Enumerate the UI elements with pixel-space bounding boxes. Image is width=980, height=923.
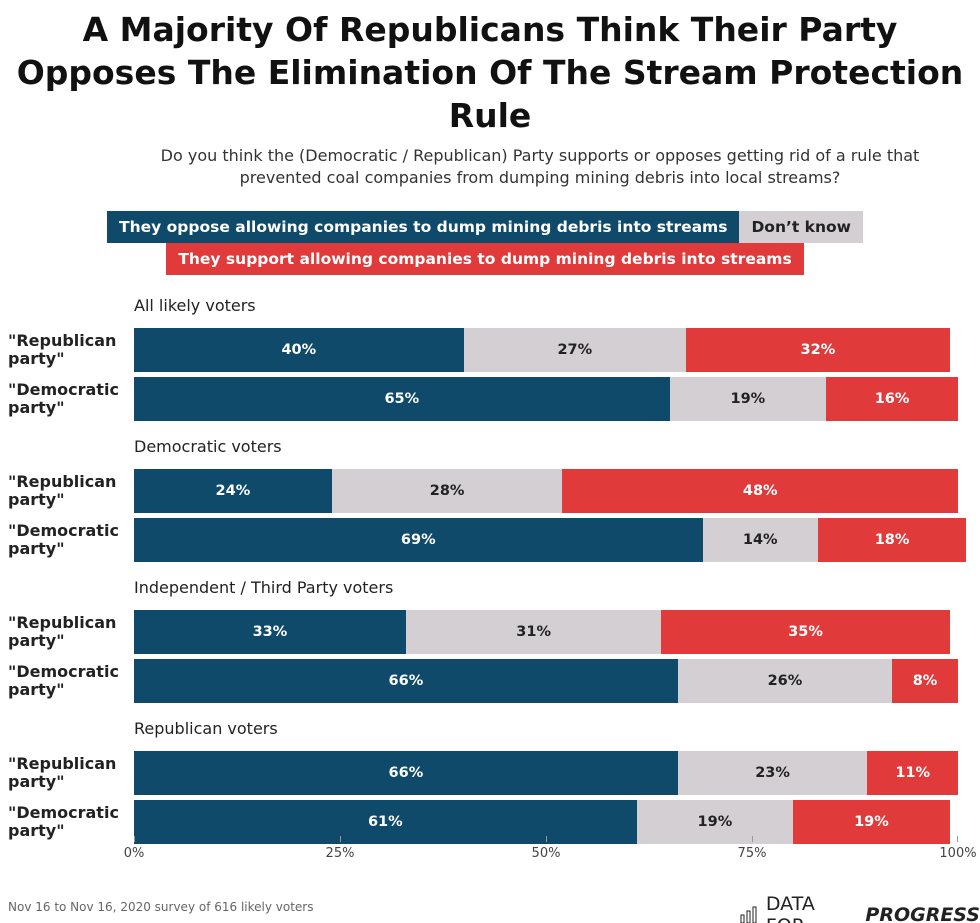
bar-segment: 28%	[331, 469, 563, 513]
legend-item: They oppose allowing companies to dump m…	[107, 211, 740, 243]
bar-segment: 69%	[134, 518, 703, 562]
value-label: 31%	[516, 624, 551, 640]
value-label: 33%	[252, 624, 288, 640]
x-tick-label: 50%	[531, 846, 561, 861]
bar-segment: 19%	[636, 800, 794, 844]
value-label: 11%	[895, 765, 931, 781]
value-label: 35%	[788, 624, 823, 640]
value-label: 32%	[800, 342, 836, 358]
category-label: "Republican party"	[8, 754, 117, 791]
tick-mark	[134, 836, 135, 842]
tick-mark	[340, 836, 341, 842]
bar-segment: 32%	[686, 328, 950, 372]
brand-icon	[740, 906, 757, 923]
bar-segment: 33%	[134, 610, 406, 654]
tick-mark	[957, 836, 958, 842]
chart-subtitle: Do you think the (Democratic / Republica…	[160, 146, 920, 187]
value-label: 26%	[767, 673, 803, 689]
value-label: 66%	[388, 673, 424, 689]
value-label: 14%	[742, 532, 778, 548]
value-label: 24%	[215, 483, 251, 499]
value-label: 66%	[388, 765, 424, 781]
bar-segment: 19%	[793, 800, 950, 844]
tick-mark	[752, 836, 753, 842]
bar-segment: 31%	[405, 610, 662, 654]
bar-segment: 26%	[677, 659, 893, 703]
value-label: 18%	[874, 532, 910, 548]
legend: They oppose allowing companies to dump m…	[95, 211, 875, 275]
bar-segment: 14%	[702, 518, 818, 562]
value-label: 19%	[730, 391, 766, 407]
x-tick-label: 100%	[939, 846, 977, 861]
category-label: "Democratic party"	[8, 662, 119, 699]
bar-segment: 66%	[134, 659, 678, 703]
bar-segment: 61%	[134, 800, 637, 844]
bar-segment: 16%	[826, 377, 958, 421]
bar-segment: 23%	[677, 751, 868, 795]
value-label: 28%	[429, 483, 465, 499]
value-label: 16%	[874, 391, 910, 407]
value-label: 40%	[281, 342, 317, 358]
tick-mark	[546, 836, 547, 842]
value-label: 69%	[400, 532, 436, 548]
category-label: "Democratic party"	[8, 380, 119, 417]
category-label: "Democratic party"	[8, 521, 119, 558]
legend-item: They support allowing companies to dump …	[166, 243, 804, 275]
brand: DATA FOR PROGRESS	[740, 893, 980, 923]
group-label: All likely voters	[134, 296, 256, 315]
legend-item: Don’t know	[739, 211, 863, 243]
x-tick-label: 0%	[123, 846, 145, 861]
value-label: 65%	[384, 391, 420, 407]
category-label: "Democratic party"	[8, 803, 119, 840]
bar-segment: 35%	[661, 610, 950, 654]
value-label: 19%	[697, 814, 733, 830]
category-label: "Republican party"	[8, 331, 117, 368]
bar-segment: 18%	[817, 518, 967, 562]
value-label: 61%	[367, 814, 403, 830]
group-label: Republican voters	[134, 719, 278, 738]
bar-segment: 66%	[134, 751, 678, 795]
x-tick-label: 25%	[325, 846, 355, 861]
bar-segment: 19%	[669, 377, 827, 421]
x-tick-label: 75%	[737, 846, 767, 861]
bar-segment: 65%	[134, 377, 670, 421]
value-label: 27%	[557, 342, 593, 358]
group-label: Independent / Third Party voters	[134, 578, 394, 597]
chart-title: A Majority Of Republicans Think Their Pa…	[16, 10, 964, 135]
category-label: "Republican party"	[8, 613, 117, 650]
value-label: 48%	[742, 483, 778, 499]
bar-segment: 11%	[867, 751, 958, 795]
bar-segment: 27%	[463, 328, 687, 372]
bar-segment: 8%	[892, 659, 958, 703]
bar-segment: 40%	[134, 328, 464, 372]
bar-segment: 48%	[562, 469, 958, 513]
category-label: "Republican party"	[8, 472, 117, 509]
value-label: 8%	[912, 673, 938, 689]
brand-emphasis: PROGRESS	[865, 904, 980, 923]
bar-segment: 24%	[134, 469, 332, 513]
value-label: 23%	[755, 765, 790, 781]
group-label: Democratic voters	[134, 437, 282, 456]
value-label: 19%	[854, 814, 889, 830]
brand-name: DATA FOR	[765, 893, 815, 923]
source-note: Nov 16 to Nov 16, 2020 survey of 616 lik…	[8, 900, 314, 914]
